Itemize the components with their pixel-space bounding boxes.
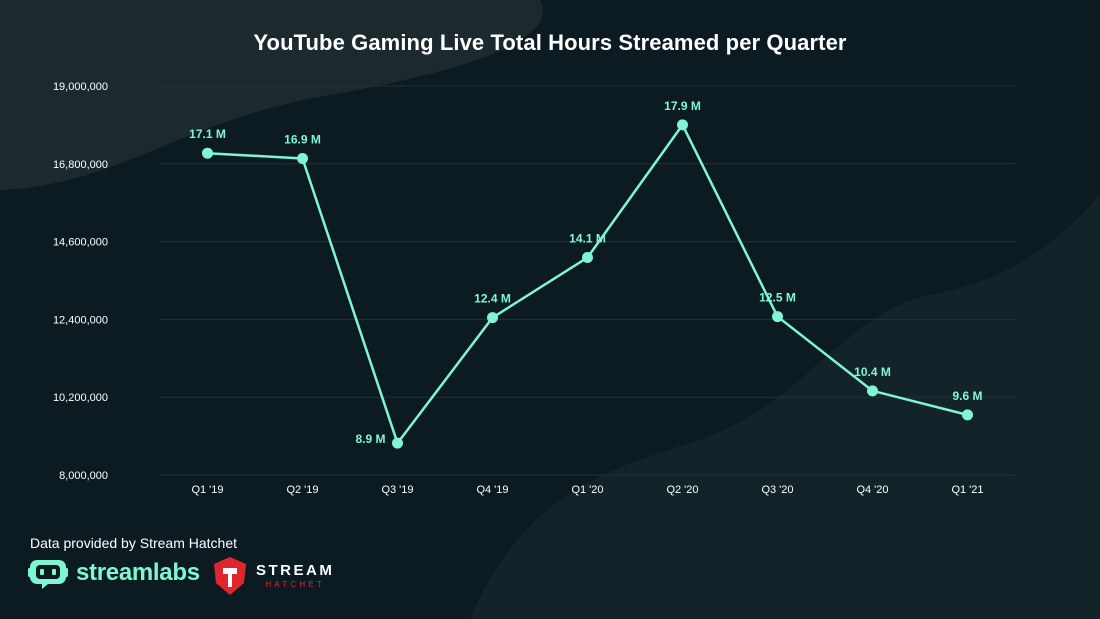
x-tick-label: Q2 '19 [286,484,318,496]
data-label: 12.5 M [759,291,796,305]
x-tick-label: Q2 '20 [666,484,698,496]
data-point [392,437,403,449]
y-tick-label: 12,400,000 [53,314,108,326]
x-tick-label: Q1 '19 [191,484,223,496]
data-label: 16.9 M [284,132,321,146]
stream-hatchet-subtitle: HATCHET [265,580,325,589]
x-tick-label: Q1 '20 [571,484,603,496]
data-point [867,385,878,397]
streamlabs-robot-icon [28,560,68,589]
stream-hatchet-shield-icon [214,557,246,595]
x-tick-label: Q4 '19 [476,484,508,496]
x-tick-label: Q1 '21 [951,484,983,496]
data-point [202,147,213,159]
stream-hatchet-wordmark: STREAM [256,562,335,579]
series-line [207,123,968,445]
y-tick-label: 10,200,000 [53,392,108,404]
chart-title: YouTube Gaming Live Total Hours Streamed… [253,30,847,55]
y-tick-label: 8,000,000 [59,470,108,482]
x-tick-label: Q4 '20 [856,484,888,496]
data-label: 17.1 M [189,127,226,141]
streamlabs-wordmark: streamlabs [76,559,200,586]
data-label: 17.9 M [664,99,701,113]
y-tick-label: 19,000,000 [53,81,108,93]
y-tick-label: 14,600,000 [53,237,108,249]
data-label: 14.1 M [569,232,606,246]
data-point [297,152,308,164]
data-label: 10.4 M [854,365,891,379]
data-point [962,409,973,421]
stream-hatchet-logo[interactable]: STREAM HATCHET [212,556,334,596]
x-tick-label: Q3 '20 [761,484,793,496]
data-label: 8.9 M [355,432,385,446]
data-source-note: Data provided by Stream Hatchet [30,535,237,551]
y-tick-label: 16,800,000 [53,159,108,171]
data-point [582,252,593,264]
data-point [772,311,783,323]
data-label: 9.6 M [952,389,982,403]
streamlabs-logo[interactable]: streamlabs [28,556,200,590]
data-point [487,312,498,324]
data-label: 12.4 M [474,292,511,306]
data-point [677,119,688,131]
x-tick-label: Q3 '19 [381,484,413,496]
